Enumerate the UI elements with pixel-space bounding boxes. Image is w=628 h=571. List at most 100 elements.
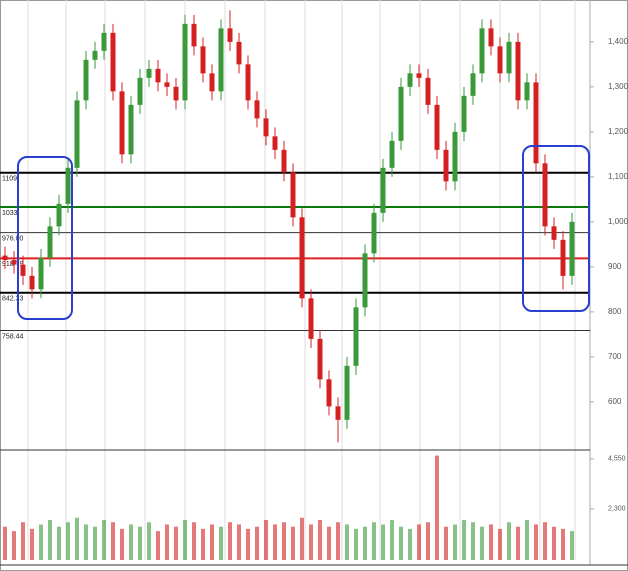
candle-body xyxy=(137,77,143,105)
candle-body xyxy=(335,406,341,420)
candle-body xyxy=(470,73,476,96)
volume-bar xyxy=(534,524,538,560)
volume-bar xyxy=(255,526,259,560)
volume-bar xyxy=(264,520,268,560)
candle-body xyxy=(524,82,530,101)
volume-bar xyxy=(516,526,520,560)
volume-bar xyxy=(381,524,385,560)
candle-body xyxy=(515,41,521,101)
candle-body xyxy=(416,73,422,78)
candle-body xyxy=(92,50,98,60)
volume-bar xyxy=(246,528,250,560)
y-tick-label: 1,000 xyxy=(608,217,628,226)
candle-body xyxy=(209,73,215,92)
level-label: 918.79 xyxy=(2,261,24,268)
candle-body xyxy=(155,68,161,83)
volume-bar xyxy=(489,524,493,560)
candle-body xyxy=(371,212,377,254)
volume-bar xyxy=(66,522,70,560)
candle-body xyxy=(479,28,485,74)
volume-bar xyxy=(345,524,349,560)
candle-body xyxy=(263,118,269,137)
candle-body xyxy=(119,91,125,155)
volume-bar xyxy=(273,524,277,560)
volume-bar xyxy=(552,526,556,560)
volume-bar xyxy=(129,524,133,560)
volume-bar xyxy=(147,522,151,560)
volume-bar xyxy=(84,524,88,560)
volume-bar xyxy=(57,526,61,560)
volume-bar xyxy=(291,526,295,560)
candle-body xyxy=(65,167,71,204)
candle-body xyxy=(299,217,305,299)
volume-bar xyxy=(390,520,394,560)
y-tick-label: 1,400 xyxy=(608,37,628,46)
volume-bar xyxy=(561,528,565,560)
volume-bar xyxy=(138,526,142,560)
candle-body xyxy=(236,41,242,65)
volume-tick-label: 2,300 xyxy=(608,506,626,513)
volume-bar xyxy=(192,522,196,560)
y-tick-label: 800 xyxy=(608,307,622,316)
candle-body xyxy=(497,46,503,74)
volume-bar xyxy=(183,520,187,560)
candle-body xyxy=(218,28,224,92)
level-label: 976.00 xyxy=(2,235,24,242)
candle-body xyxy=(407,73,413,87)
volume-bar xyxy=(300,517,304,560)
candle-body xyxy=(362,253,368,308)
candle-body xyxy=(38,257,44,290)
volume-bar xyxy=(363,526,367,560)
volume-bar xyxy=(444,526,448,560)
y-tick-label: 700 xyxy=(608,352,622,361)
volume-bar xyxy=(156,531,160,560)
volume-bar xyxy=(435,455,439,560)
candle-body xyxy=(74,100,80,168)
volume-bar xyxy=(318,520,322,560)
volume-bar xyxy=(93,526,97,560)
candle-body xyxy=(281,149,287,173)
volume-bar xyxy=(12,531,16,560)
volume-bar xyxy=(507,522,511,560)
candle-body xyxy=(353,307,359,366)
volume-bar xyxy=(498,528,502,560)
candle-body xyxy=(173,86,179,101)
candle-body xyxy=(20,264,26,276)
volume-bar xyxy=(417,524,421,560)
candle-body xyxy=(425,77,431,105)
candle-body xyxy=(164,82,170,87)
candle-body xyxy=(308,298,314,339)
highlight-box xyxy=(17,156,73,320)
level-label: 842.33 xyxy=(2,296,24,303)
vertical-grid xyxy=(27,0,576,560)
volume-bar xyxy=(570,531,574,560)
level-label: 1109 xyxy=(2,176,17,183)
candle-body xyxy=(344,365,350,420)
volume-bar xyxy=(165,524,169,560)
volume-bar xyxy=(174,526,178,560)
candle-body xyxy=(542,163,548,227)
volume-bar xyxy=(30,528,34,560)
candle-body xyxy=(461,95,467,132)
candle-body xyxy=(11,260,17,265)
volume-bar xyxy=(525,520,529,560)
candle-body xyxy=(29,275,35,290)
y-tick-label: 1,300 xyxy=(608,82,628,91)
y-tick-label: 600 xyxy=(608,397,622,406)
volume-tick-label: 4,550 xyxy=(608,456,626,463)
candle-body xyxy=(506,41,512,74)
volume-bar xyxy=(219,526,223,560)
volume-bar xyxy=(426,522,430,560)
volume-bar xyxy=(408,528,412,560)
candle-body xyxy=(128,104,134,155)
volume-bar xyxy=(210,524,214,560)
candle-body xyxy=(290,172,296,218)
volume-bar xyxy=(543,522,547,560)
volume-bar xyxy=(21,522,25,560)
volume-bar xyxy=(111,522,115,560)
candle-body xyxy=(2,255,8,261)
volume-bar xyxy=(480,526,484,560)
candle-body xyxy=(191,23,197,47)
level-label: 758.44 xyxy=(2,333,24,340)
